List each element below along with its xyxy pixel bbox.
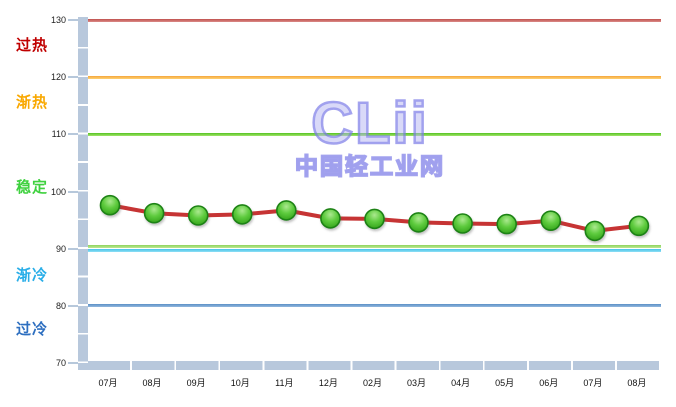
watermark-logo-text: CLii — [310, 91, 429, 156]
y-axis-band — [78, 17, 88, 370]
y-tick-dash — [68, 304, 78, 307]
y-tick-dash — [68, 362, 78, 364]
x-category-label: 08月 — [627, 378, 647, 388]
zone-boundary-line — [88, 18, 661, 22]
x-category-label: 07月 — [583, 378, 603, 388]
x-category-label: 07月 — [98, 378, 118, 388]
data-point-marker-08月[interactable] — [143, 202, 165, 224]
zone-boundary-line — [88, 249, 661, 253]
y-tick-label: 80 — [55, 300, 66, 311]
x-category-label: 12月 — [318, 378, 338, 388]
y-tick-dash — [68, 19, 78, 21]
data-point-marker-10月[interactable] — [231, 204, 253, 225]
data-point-marker-11月[interactable] — [275, 200, 297, 221]
y-tick-label: 130 — [50, 15, 66, 25]
zone-label-4: 渐冷 — [16, 267, 49, 284]
zone-label-5: 过冷 — [16, 321, 49, 338]
x-axis-band — [88, 361, 661, 370]
zone-label-3: 稳定 — [16, 179, 49, 196]
data-point-marker-06月[interactable] — [540, 210, 562, 231]
x-category-label: 10月 — [230, 378, 250, 388]
data-point-marker-03月[interactable] — [408, 212, 429, 233]
y-tick-dash — [68, 76, 78, 79]
y-tick-label: 120 — [50, 72, 66, 83]
y-tick-label: 90 — [55, 243, 66, 254]
zone-label-2: 渐热 — [16, 94, 49, 111]
x-category-label: 09月 — [186, 378, 206, 388]
data-point-marker-04月[interactable] — [452, 213, 473, 234]
x-category-label: 06月 — [539, 378, 559, 388]
y-tick-label: 100 — [50, 186, 66, 197]
zone-boundary-line — [88, 132, 661, 136]
zone-label-1: 过热 — [16, 37, 49, 54]
zone-boundary-line — [88, 75, 661, 79]
data-point-marker-09月[interactable] — [187, 205, 209, 226]
x-category-label: 02月 — [362, 378, 382, 388]
data-point-marker-07月[interactable] — [99, 194, 121, 216]
x-category-label: 08月 — [142, 378, 162, 388]
y-tick-label: 110 — [51, 129, 66, 140]
x-category-label: 05月 — [495, 378, 515, 388]
watermark-site-name: 中国轻工业网 — [294, 153, 445, 179]
y-tick-label: 70 — [55, 358, 66, 368]
y-tick-dash — [68, 190, 78, 193]
zone-boundary-line — [88, 245, 661, 249]
y-tick-dash — [68, 247, 78, 250]
x-category-label: 11月 — [275, 378, 294, 388]
zone-boundary-line — [88, 304, 661, 308]
x-category-label: 04月 — [451, 378, 471, 388]
data-point-marker-05月[interactable] — [496, 213, 518, 235]
y-tick-dash — [68, 133, 78, 136]
watermark: CLii 中国轻工业网 — [278, 91, 462, 179]
data-point-marker-07月[interactable] — [584, 220, 606, 242]
data-point-marker-12月[interactable] — [320, 208, 341, 229]
data-point-marker-08月[interactable] — [628, 215, 650, 237]
x-category-label: 03月 — [407, 378, 427, 388]
data-point-marker-02月[interactable] — [364, 208, 385, 230]
